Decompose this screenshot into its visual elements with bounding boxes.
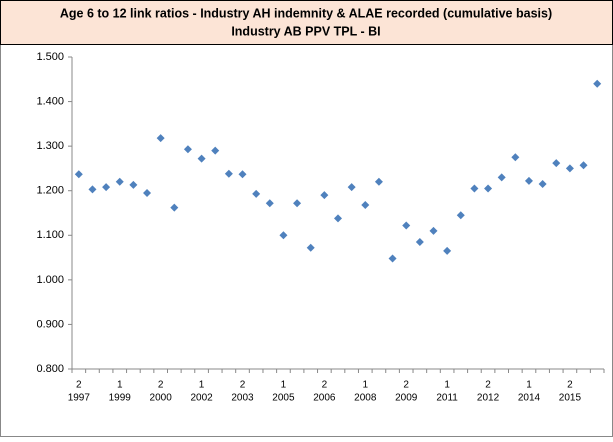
y-tick-label: 1.500 [36,51,64,63]
x-tick-label: 2003 [231,393,254,404]
point [511,153,520,162]
point [470,184,479,193]
y-tick-label: 1.400 [36,95,64,107]
x-tick-label: 1 [526,380,532,391]
point [565,164,574,173]
y-tick-label: 1.000 [36,274,64,286]
point [402,221,411,230]
x-tick-label: 1 [363,380,369,391]
point [170,203,179,212]
point [211,146,220,155]
point [388,254,397,263]
point [484,184,493,193]
point [143,188,152,197]
title-box [0,0,613,45]
point [197,154,206,163]
x-tick-label: 2002 [190,393,213,404]
x-tick-label: 2000 [150,393,173,404]
x-tick-label: 2 [158,380,164,391]
point [183,145,192,154]
x-tick-label: 1997 [68,393,91,404]
y-tick-label: 1.100 [36,229,64,241]
y-tick-label: 1.300 [36,140,64,152]
point [347,183,356,192]
x-tick-label: 1 [444,380,450,391]
x-tick-label: 1999 [109,393,132,404]
y-tick-label: 0.900 [36,318,64,330]
point [415,237,424,246]
x-tick-label: 2005 [272,393,295,404]
x-tick-label: 2012 [477,393,500,404]
point [497,173,506,182]
point [456,211,465,220]
x-tick-label: 2006 [313,393,336,404]
point [238,170,247,179]
point [443,246,452,255]
x-tick-label: 2 [567,380,573,391]
point [320,191,329,200]
point [102,183,111,192]
x-tick-label: 1 [117,380,123,391]
y-tick-label: 1.200 [36,185,64,197]
chart-title: Age 6 to 12 link ratios - Industry AH in… [60,6,552,20]
point [538,180,547,189]
point [579,161,588,170]
x-tick-label: 2009 [395,393,418,404]
x-tick-label: 1 [281,380,287,391]
x-tick-label: 2011 [436,393,458,404]
x-tick-label: 2008 [354,393,377,404]
point [156,134,165,143]
x-tick-label: 2 [240,380,246,391]
y-tick-label: 0.800 [36,363,64,375]
point [524,176,533,185]
point [224,169,233,178]
x-tick-label: 2015 [559,393,582,404]
x-tick-label: 2 [322,380,328,391]
point [293,199,302,208]
point [429,226,438,235]
point [279,231,288,240]
point [374,177,383,186]
point [129,180,138,189]
point [306,243,315,252]
point [334,214,342,223]
x-tick-label: 2 [403,380,409,391]
x-tick-label: 1 [199,380,205,391]
x-tick-label: 2014 [518,393,541,404]
chart-subtitle: Industry AB PPV TPL - BI [231,24,380,38]
point [361,200,370,209]
x-tick-label: 2 [485,380,491,391]
point [593,79,602,88]
point [252,189,261,198]
point [552,159,561,168]
point [74,170,83,179]
point [265,199,274,208]
point [88,185,97,194]
x-tick-label: 2 [76,380,82,391]
point [115,177,124,186]
